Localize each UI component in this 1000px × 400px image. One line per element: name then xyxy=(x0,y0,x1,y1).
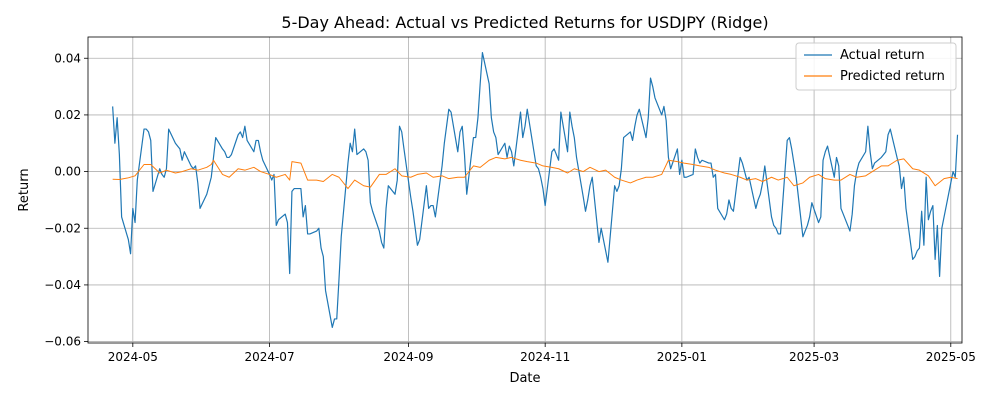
x-tick-label: 2024-09 xyxy=(383,350,433,364)
y-tick-label: 0.00 xyxy=(54,165,81,179)
legend: Actual return Predicted return xyxy=(795,42,957,91)
plot-area-frame xyxy=(87,36,963,344)
y-tick-label: −0.06 xyxy=(44,335,81,349)
y-tick-label: 0.04 xyxy=(54,51,81,65)
legend-entry-label: Predicted return xyxy=(840,69,945,84)
series-layer xyxy=(112,51,959,329)
x-tick-label: 2024-07 xyxy=(244,350,294,364)
x-tick-label: 2025-05 xyxy=(926,350,976,364)
series-line-actual xyxy=(112,51,959,329)
y-tick-label: −0.04 xyxy=(44,278,81,292)
y-tick-label: 0.02 xyxy=(54,108,81,122)
y-tick-label: −0.02 xyxy=(44,221,81,235)
chart-title: 5-Day Ahead: Actual vs Predicted Returns… xyxy=(281,13,768,32)
legend-entry-label: Actual return xyxy=(840,48,925,63)
x-axis: 2024-05 2024-07 2024-09 2024-11 2025-01 2025-… xyxy=(108,343,976,364)
grid-lines xyxy=(88,37,962,343)
y-axis-label: Return xyxy=(17,168,32,211)
x-tick-label: 2025-03 xyxy=(789,350,839,364)
x-axis-label: Date xyxy=(509,371,540,386)
x-tick-label: 2025-01 xyxy=(657,350,707,364)
series-line-predicted xyxy=(112,156,958,190)
x-tick-label: 2024-05 xyxy=(108,350,158,364)
x-tick-label: 2024-11 xyxy=(520,350,570,364)
legend-frame xyxy=(795,42,957,91)
y-axis: 0.04 0.02 0.00 −0.02 −0.04 −0.06 xyxy=(44,51,88,349)
